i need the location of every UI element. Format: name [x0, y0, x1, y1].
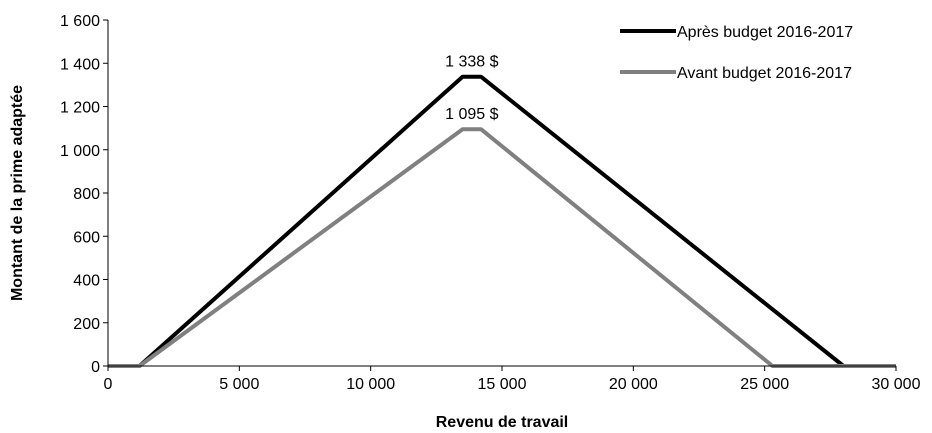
legend: Après budget 2016-2017 Avant budget 2016-… [620, 24, 853, 82]
y-tick-label: 400 [73, 273, 100, 290]
x-tick-label: 25 000 [740, 376, 789, 393]
series-line-1 [108, 74, 896, 368]
data-labels: 1 338 $ 1 095 $ [445, 54, 498, 124]
x-ticks: 0 5 000 10 000 15 000 20 000 25 000 30 000 [104, 366, 921, 393]
y-tick-label: 1 000 [60, 143, 100, 160]
y-tick-label: 600 [73, 229, 100, 246]
legend-label-1: Après budget 2016-2017 [677, 24, 853, 41]
x-axis-title: Revenu de travail [436, 414, 569, 431]
y-tick-label: 1 200 [60, 100, 100, 117]
y-tick-label: 800 [73, 186, 100, 203]
y-tick-label: 1 600 [60, 13, 100, 30]
y-tick-label: 1 400 [60, 56, 100, 73]
data-label: 1 095 $ [445, 106, 498, 123]
plot-area [108, 74, 896, 368]
y-tick-label: 200 [73, 316, 100, 333]
x-tick-label: 20 000 [609, 376, 658, 393]
y-axis-title: Montant de la prime adaptée [9, 85, 26, 301]
legend-label-2: Avant budget 2016-2017 [677, 65, 852, 82]
y-ticks: 0 200 400 600 800 1 000 1 200 1 400 1 600 [60, 13, 108, 376]
x-tick-label: 10 000 [346, 376, 395, 393]
x-tick-label: 15 000 [478, 376, 527, 393]
x-tick-label: 5 000 [219, 376, 259, 393]
y-tick-label: 0 [91, 359, 100, 376]
data-label: 1 338 $ [445, 54, 498, 71]
x-tick-label: 0 [104, 376, 113, 393]
series-line-2 [108, 127, 896, 368]
x-tick-label: 30 000 [872, 376, 921, 393]
